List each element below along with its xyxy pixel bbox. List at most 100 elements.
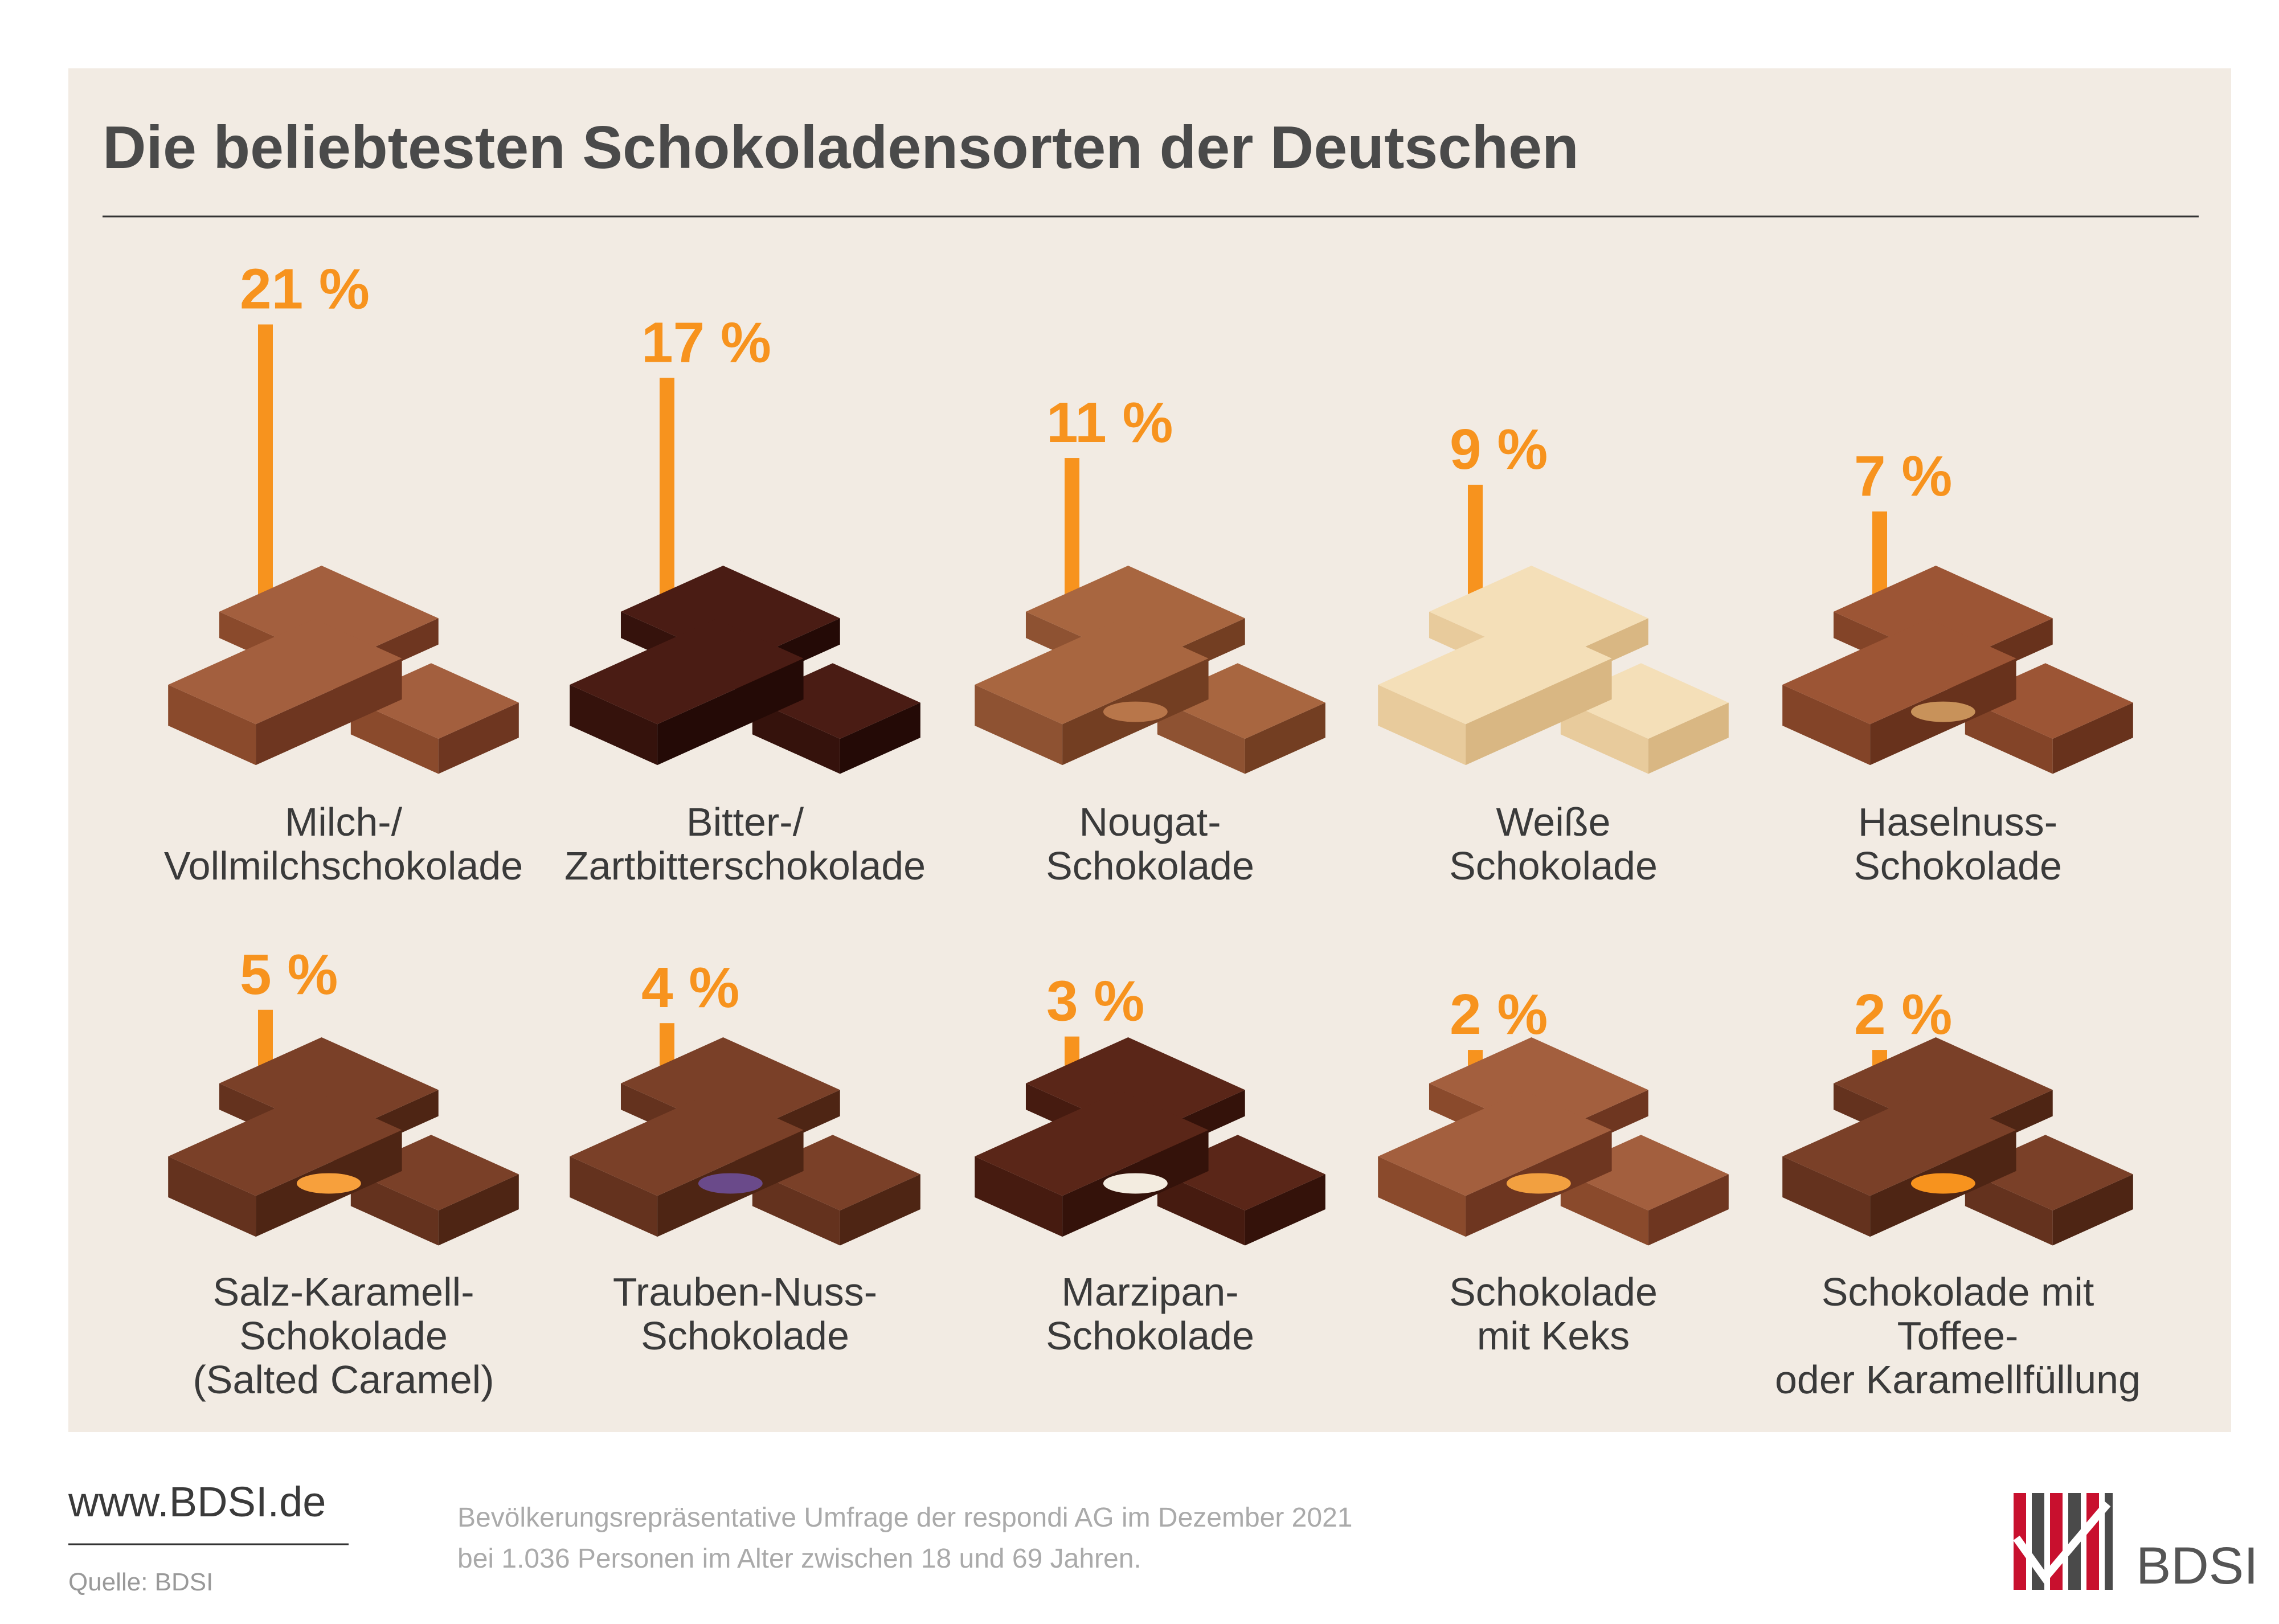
choc-face (1245, 1174, 1325, 1246)
choc-face (1429, 566, 1648, 665)
choc-face (1782, 619, 2016, 725)
value-label: 4 % (641, 956, 739, 1020)
choc-face (1378, 1156, 1466, 1237)
website: www.BDSI.de (68, 1478, 326, 1525)
category-label: Bitter-/ Zartbitterschokolade (564, 800, 926, 888)
chocolate (1782, 566, 2133, 774)
chocolate (570, 566, 920, 774)
category-label: Salz-Karamell- Schokolade (Salted Carame… (193, 1270, 494, 1402)
choc-face (1648, 1174, 1729, 1246)
choc-face (438, 1174, 519, 1246)
choc-face (975, 619, 1209, 725)
choc-face (620, 566, 840, 665)
filling (698, 1173, 763, 1194)
category-label: Weiße Schokolade (1449, 800, 1658, 888)
choc-face (570, 685, 658, 766)
category-label: Schokolade mit Keks (1449, 1270, 1658, 1358)
choc-face (1965, 1171, 2053, 1246)
choc-face (438, 702, 519, 774)
chocolate (1378, 566, 1729, 774)
choc-face (570, 1156, 658, 1237)
choc-face (1466, 658, 1612, 766)
choc-face (975, 1090, 1209, 1196)
bar (258, 324, 273, 628)
source: Quelle: BDSI (68, 1568, 213, 1596)
category-label: Milch-/ Vollmilchschokolade (163, 800, 523, 888)
choc-face (975, 685, 1063, 766)
choc-face (219, 1037, 439, 1136)
choc-face (1378, 619, 1612, 725)
choc-face (1560, 1171, 1648, 1246)
choc-face (2052, 702, 2133, 774)
choc-face (2052, 1174, 2133, 1246)
value-label: 11 % (1046, 391, 1173, 455)
choc-face (620, 1037, 840, 1136)
choc-face (1378, 685, 1466, 766)
value-label: 5 % (240, 943, 338, 1007)
chocolate (168, 1037, 519, 1246)
filling (1506, 1173, 1571, 1194)
logo (2013, 1493, 2113, 1590)
choc-face (1782, 685, 1871, 766)
category-label: Haselnuss- Schokolade (1854, 800, 2062, 888)
choc-face (350, 699, 439, 774)
value-label: 9 % (1450, 418, 1548, 481)
choc-face (1782, 1156, 1871, 1237)
choc-face (657, 658, 804, 766)
choc-face (570, 1090, 804, 1196)
filling (1910, 701, 1975, 722)
choc-face (1648, 702, 1729, 774)
filling (1103, 701, 1168, 722)
choc-face (1965, 699, 2053, 774)
choc-face (1157, 1171, 1245, 1246)
value-label: 2 % (1854, 983, 1952, 1046)
choc-face (840, 1174, 920, 1246)
note-line: bei 1.036 Personen im Alter zwischen 18 … (457, 1544, 1141, 1574)
choc-face (1782, 1090, 2016, 1196)
chocolate (1782, 1037, 2133, 1246)
choc-face (1833, 1037, 2053, 1136)
choc-face (256, 658, 402, 766)
choc-face (752, 699, 840, 774)
chocolate (168, 566, 519, 774)
choc-face (219, 566, 439, 665)
choc-face (1560, 699, 1648, 774)
value-label: 17 % (641, 310, 771, 374)
choc-face (1025, 566, 1245, 665)
choc-face (168, 1090, 402, 1196)
category-label: Marzipan- Schokolade (1046, 1270, 1254, 1358)
value-label: 3 % (1046, 970, 1144, 1033)
filling (1910, 1173, 1975, 1194)
choc-face (1245, 702, 1325, 774)
chocolate (975, 566, 1325, 774)
choc-face (975, 1156, 1063, 1237)
choc-face (752, 1171, 840, 1246)
bar (660, 378, 674, 628)
choc-face (168, 619, 402, 725)
value-label: 21 % (240, 257, 370, 321)
choc-face (1378, 1090, 1612, 1196)
category-label: Nougat- Schokolade (1046, 800, 1254, 888)
choc-face (570, 619, 804, 725)
category-label: Trauben-Nuss- Schokolade (612, 1270, 878, 1358)
choc-face (350, 1171, 439, 1246)
logo-text: BDSI (2136, 1537, 2258, 1595)
choc-face (168, 1156, 256, 1237)
value-label: 2 % (1450, 983, 1548, 1046)
choc-face (1429, 1037, 1648, 1136)
chocolate (1378, 1037, 1729, 1246)
choc-face (1833, 566, 2053, 665)
choc-face (840, 702, 920, 774)
value-label: 7 % (1854, 444, 1952, 508)
chocolate (570, 1037, 920, 1246)
chart-title: Die beliebtesten Schokoladensorten der D… (103, 114, 1579, 181)
chocolate (975, 1037, 1325, 1246)
note-line: Bevölkerungsrepräsentative Umfrage der r… (457, 1503, 1352, 1533)
filling (296, 1173, 361, 1194)
choc-face (168, 685, 256, 766)
choc-face (1157, 699, 1245, 774)
category-label: Schokolade mit Toffee- oder Karamellfüll… (1774, 1270, 2141, 1402)
filling (1103, 1173, 1168, 1194)
